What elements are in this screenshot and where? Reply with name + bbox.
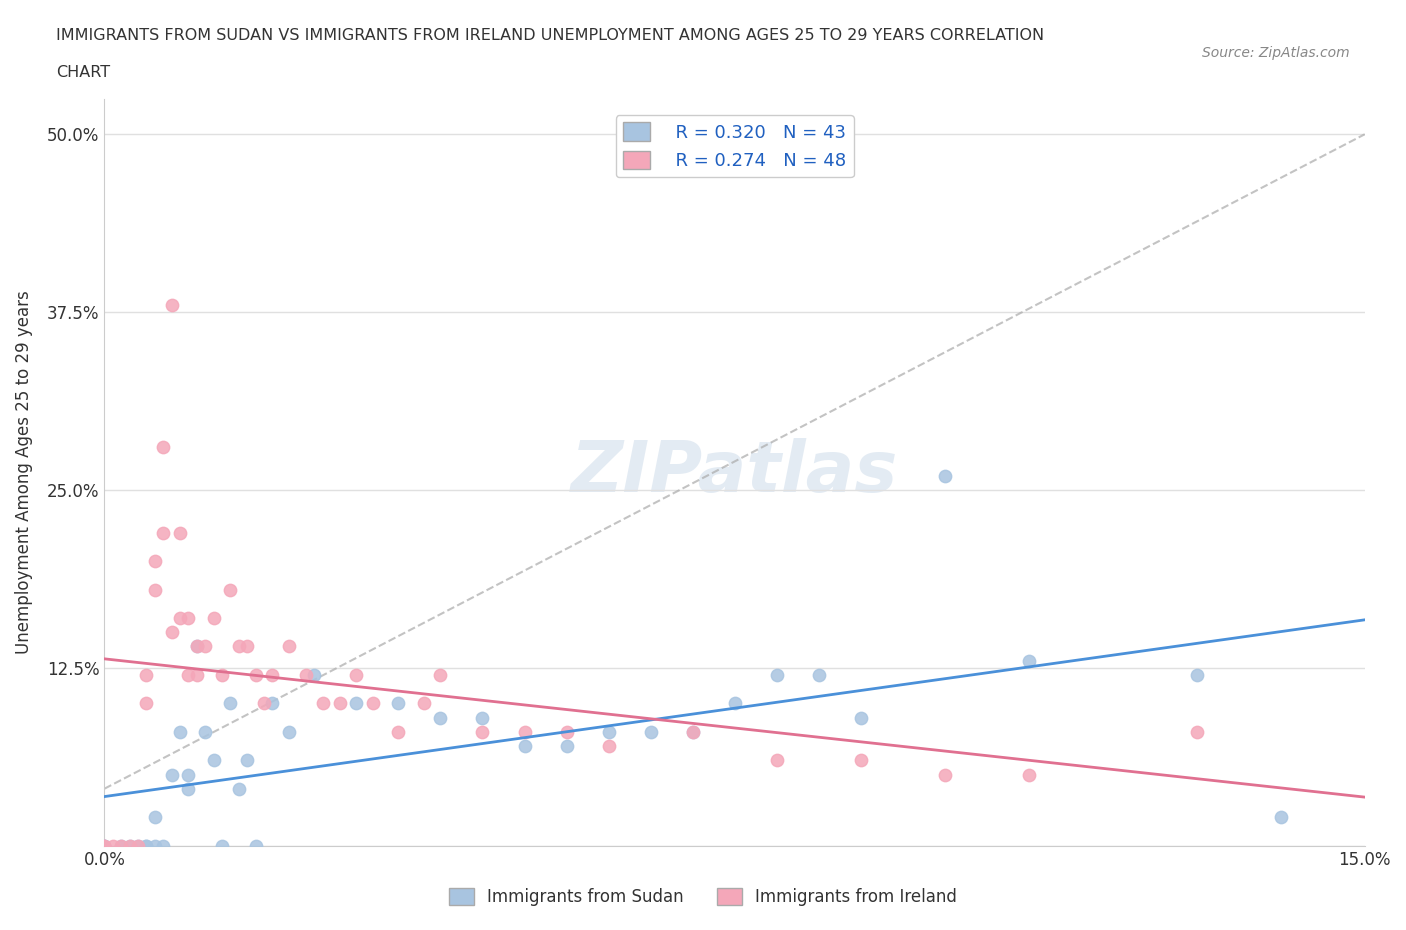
- Point: [387, 696, 409, 711]
- Point: [135, 838, 157, 853]
- Point: [934, 767, 956, 782]
- Point: [202, 752, 225, 767]
- Point: [513, 738, 536, 753]
- Point: [387, 724, 409, 739]
- Point: [1185, 724, 1208, 739]
- Point: [723, 696, 745, 711]
- Point: [849, 752, 872, 767]
- Point: [93, 838, 115, 853]
- Point: [169, 525, 191, 540]
- Point: [682, 724, 704, 739]
- Point: [135, 838, 157, 853]
- Point: [682, 724, 704, 739]
- Point: [849, 711, 872, 725]
- Point: [110, 838, 132, 853]
- Text: CHART: CHART: [56, 65, 110, 80]
- Point: [177, 767, 200, 782]
- Point: [245, 838, 267, 853]
- Point: [177, 611, 200, 626]
- Point: [143, 553, 166, 568]
- Point: [135, 668, 157, 683]
- Point: [135, 696, 157, 711]
- Point: [361, 696, 384, 711]
- Point: [253, 696, 276, 711]
- Point: [186, 668, 208, 683]
- Point: [186, 639, 208, 654]
- Point: [169, 611, 191, 626]
- Point: [304, 668, 326, 683]
- Point: [219, 696, 242, 711]
- Point: [228, 639, 250, 654]
- Text: Source: ZipAtlas.com: Source: ZipAtlas.com: [1202, 46, 1350, 60]
- Point: [160, 767, 183, 782]
- Point: [555, 738, 578, 753]
- Point: [934, 469, 956, 484]
- Text: ZIPatlas: ZIPatlas: [571, 438, 898, 507]
- Point: [598, 724, 620, 739]
- Point: [513, 724, 536, 739]
- Point: [1185, 668, 1208, 683]
- Point: [329, 696, 352, 711]
- Point: [211, 838, 233, 853]
- Point: [93, 838, 115, 853]
- Y-axis label: Unemployment Among Ages 25 to 29 years: Unemployment Among Ages 25 to 29 years: [15, 290, 32, 654]
- Point: [1270, 810, 1292, 825]
- Point: [202, 611, 225, 626]
- Point: [1018, 767, 1040, 782]
- Point: [118, 838, 141, 853]
- Point: [278, 724, 301, 739]
- Point: [177, 668, 200, 683]
- Point: [236, 752, 259, 767]
- Point: [93, 838, 115, 853]
- Point: [312, 696, 335, 711]
- Point: [278, 639, 301, 654]
- Point: [194, 724, 217, 739]
- Point: [152, 525, 174, 540]
- Point: [177, 781, 200, 796]
- Point: [152, 838, 174, 853]
- Point: [143, 582, 166, 597]
- Point: [160, 625, 183, 640]
- Point: [143, 810, 166, 825]
- Point: [555, 724, 578, 739]
- Point: [219, 582, 242, 597]
- Point: [160, 298, 183, 312]
- Point: [186, 639, 208, 654]
- Point: [245, 668, 267, 683]
- Point: [262, 668, 284, 683]
- Legend: Immigrants from Sudan, Immigrants from Ireland: Immigrants from Sudan, Immigrants from I…: [441, 881, 965, 912]
- Point: [152, 440, 174, 455]
- Point: [640, 724, 662, 739]
- Point: [93, 838, 115, 853]
- Point: [1018, 653, 1040, 668]
- Point: [295, 668, 318, 683]
- Point: [127, 838, 149, 853]
- Point: [471, 711, 494, 725]
- Point: [93, 838, 115, 853]
- Point: [236, 639, 259, 654]
- Point: [169, 724, 191, 739]
- Point: [807, 668, 830, 683]
- Point: [346, 696, 368, 711]
- Point: [429, 668, 451, 683]
- Point: [228, 781, 250, 796]
- Point: [143, 838, 166, 853]
- Point: [429, 711, 451, 725]
- Point: [346, 668, 368, 683]
- Legend:   R = 0.320   N = 43,   R = 0.274   N = 48: R = 0.320 N = 43, R = 0.274 N = 48: [616, 115, 853, 178]
- Point: [598, 738, 620, 753]
- Point: [118, 838, 141, 853]
- Point: [101, 838, 124, 853]
- Point: [194, 639, 217, 654]
- Point: [262, 696, 284, 711]
- Point: [471, 724, 494, 739]
- Point: [211, 668, 233, 683]
- Text: IMMIGRANTS FROM SUDAN VS IMMIGRANTS FROM IRELAND UNEMPLOYMENT AMONG AGES 25 TO 2: IMMIGRANTS FROM SUDAN VS IMMIGRANTS FROM…: [56, 28, 1045, 43]
- Point: [110, 838, 132, 853]
- Point: [127, 838, 149, 853]
- Point: [412, 696, 434, 711]
- Point: [765, 668, 787, 683]
- Point: [765, 752, 787, 767]
